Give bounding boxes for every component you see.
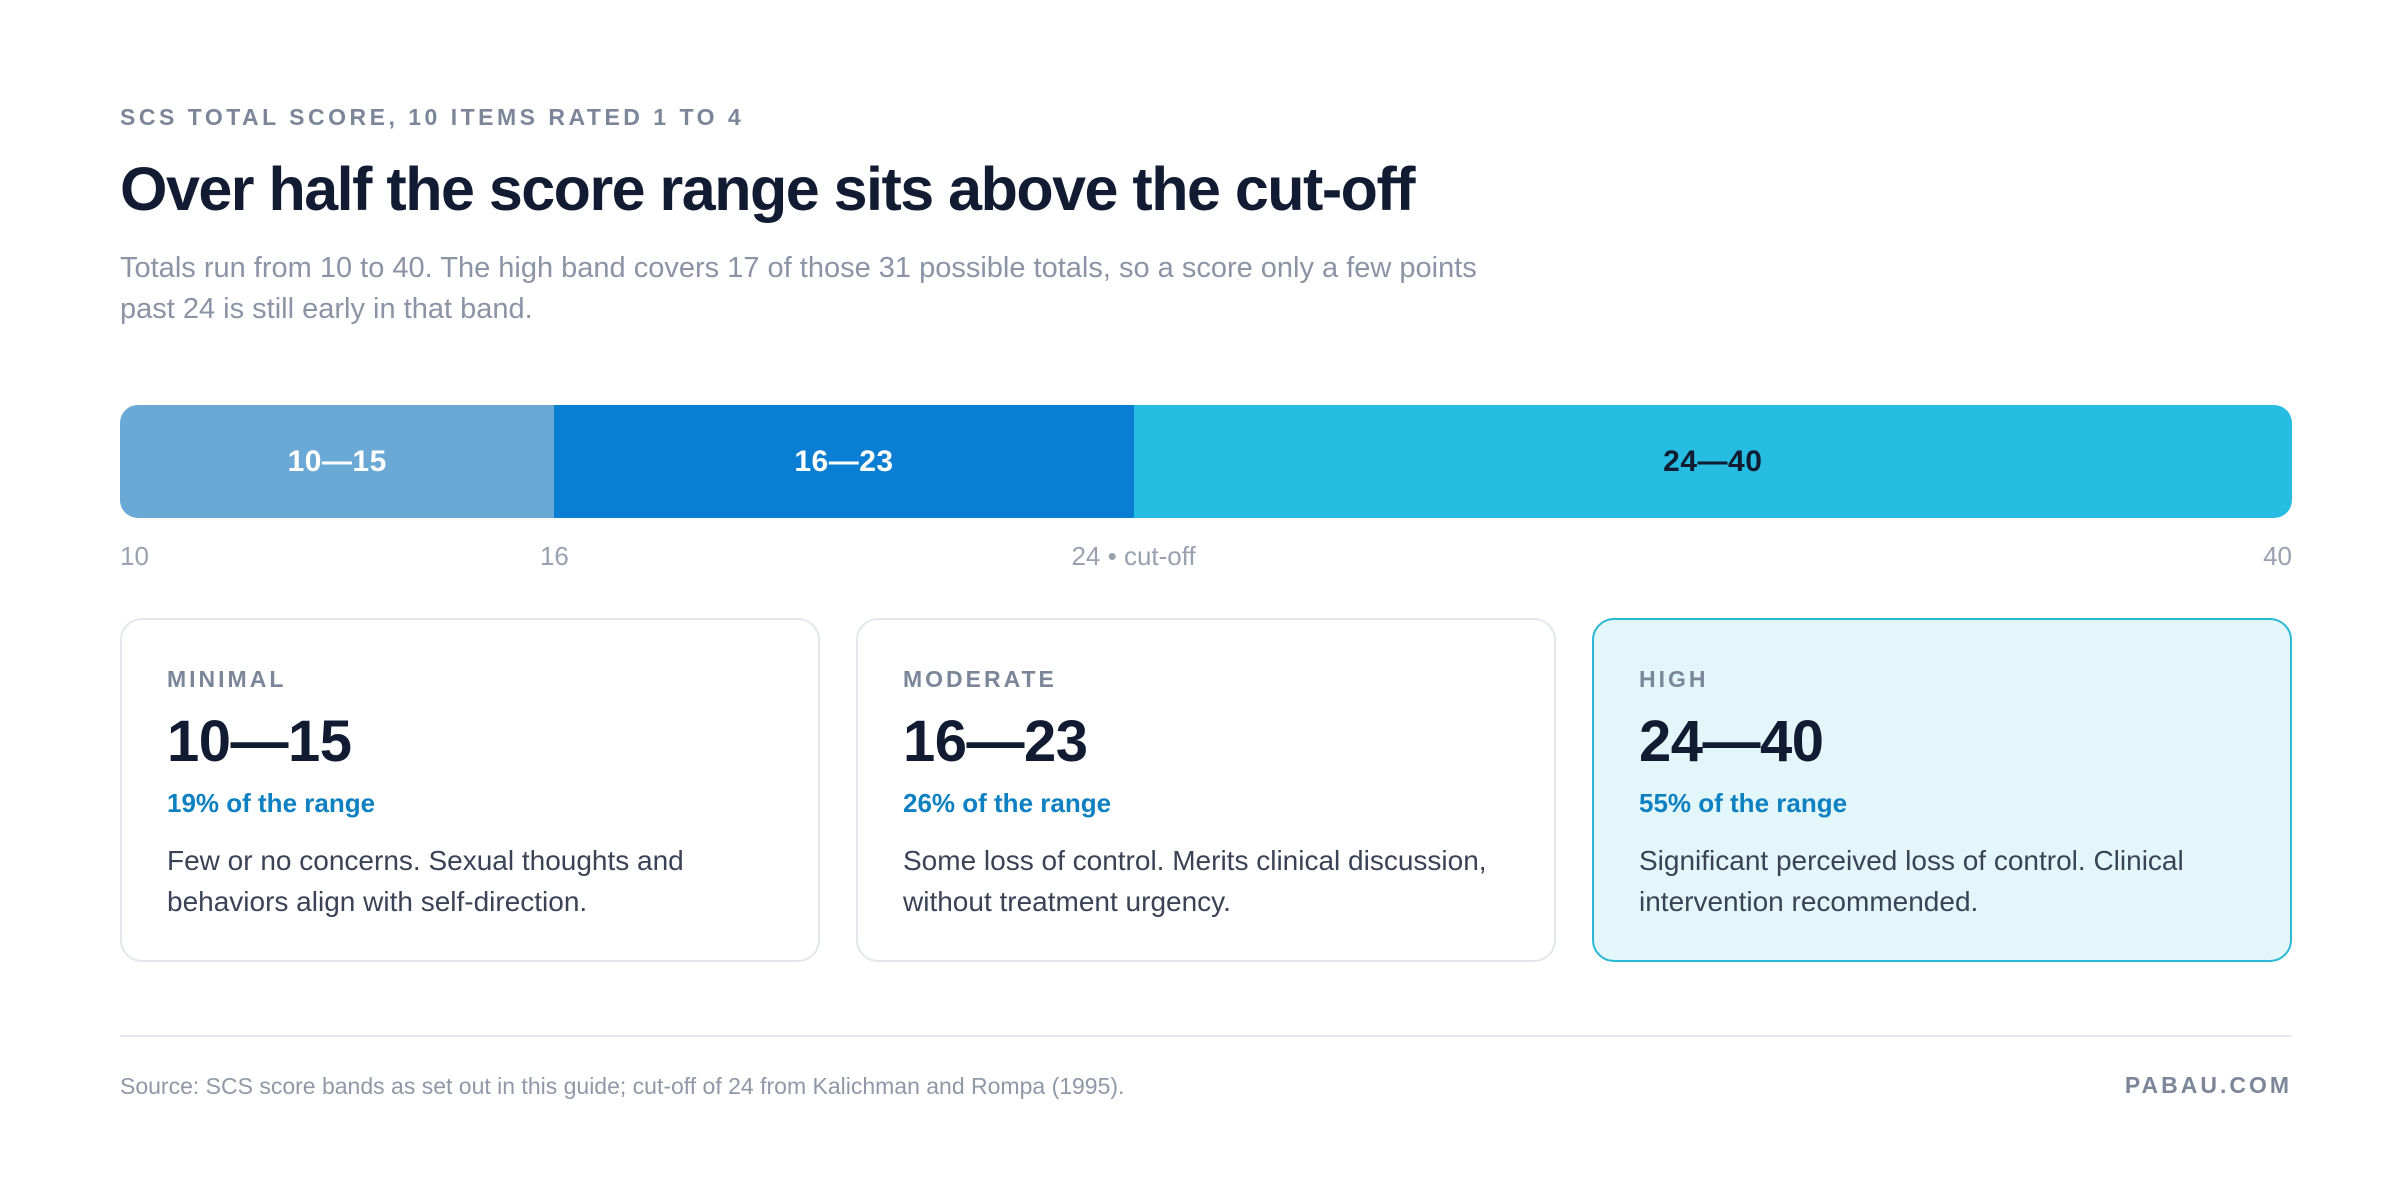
band-card-minimal: MINIMAL 10—15 19% of the range Few or no… [120, 618, 820, 962]
segment-moderate: 16—23 [554, 405, 1134, 518]
eyebrow-label: SCS TOTAL SCORE, 10 ITEMS RATED 1 TO 4 [120, 104, 745, 130]
footer-divider [120, 1035, 2292, 1037]
axis-tick-label: 16 [539, 541, 569, 571]
band-share: 55% of the range [1639, 788, 1848, 818]
band-label: HIGH [1639, 666, 1709, 692]
band-range: 24—40 [1639, 709, 1824, 774]
source-note: Source: SCS score bands as set out in th… [120, 1073, 1125, 1099]
axis-tick-label: 10 [120, 541, 149, 571]
band-card-moderate: MODERATE 16—23 26% of the range Some los… [856, 618, 1556, 962]
band-range: 10—15 [167, 709, 352, 774]
band-share: 19% of the range [167, 788, 376, 818]
band-range: 16—23 [903, 709, 1088, 774]
band-description: Few or no concerns. Sexual thoughts and … [167, 845, 684, 917]
band-description: Some loss of control. Merits clinical di… [903, 845, 1487, 917]
band-card-high: HIGH 24—40 55% of the range Significant … [1592, 618, 2292, 962]
band-share: 26% of the range [903, 788, 1112, 818]
chart-title: Over half the score range sits above the… [120, 155, 1416, 223]
segment-minimal: 10—15 [120, 405, 555, 518]
score-range-bar: 10—15 16—23 24—40 [120, 405, 2292, 518]
band-label: MODERATE [903, 666, 1057, 692]
chart-subtitle: Totals run from 10 to 40. The high band … [120, 252, 1477, 325]
band-label: MINIMAL [167, 666, 287, 692]
axis-tick-label: 24 • cut-off [1071, 541, 1196, 571]
brand-link[interactable]: PABAU.COM [2124, 1072, 2292, 1098]
band-description: Significant perceived loss of control. C… [1639, 845, 2184, 917]
axis-tick-label: 40 [2263, 541, 2292, 571]
segment-high: 24—40 [1133, 405, 2292, 518]
